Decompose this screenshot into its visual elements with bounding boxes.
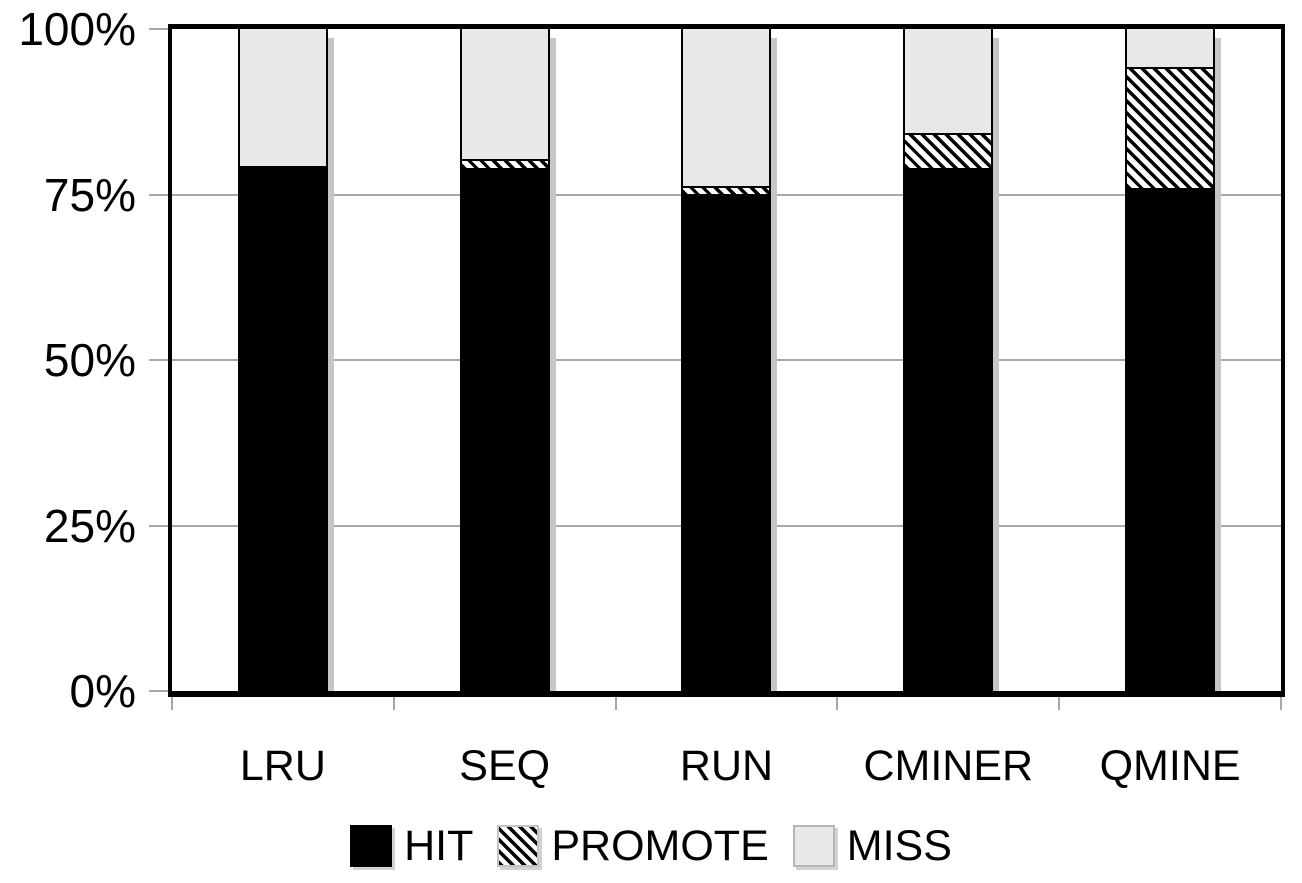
legend-item-miss: MISS [792, 821, 952, 871]
bar-segment-run-promote [683, 187, 770, 195]
x-axis-tick-4 [1058, 697, 1061, 710]
y-axis-tick-75 [149, 193, 168, 196]
y-axis-tick-50 [149, 359, 168, 361]
bar-slot-lru [172, 29, 394, 691]
x-axis-label-run: RUN [679, 742, 774, 790]
bar-segment-run-miss [683, 29, 770, 188]
x-axis-tick-0 [171, 697, 173, 710]
x-axis-tick-5 [1280, 697, 1282, 710]
legend-swatch-promote-icon [497, 825, 540, 867]
x-axis-tick-1 [392, 697, 395, 710]
y-axis-label-75: 75% [43, 168, 136, 221]
bar-segment-cminer-miss [905, 29, 992, 135]
bar-segment-seq-promote [461, 161, 548, 168]
bar-segment-qmine-hit [1127, 187, 1214, 691]
y-axis-label-0: 0% [69, 665, 136, 717]
bar-segment-seq-miss [461, 29, 548, 162]
bar-lru [237, 29, 328, 691]
bar-cminer [903, 29, 994, 691]
bar-segment-cminer-promote [905, 134, 992, 168]
legend-label-hit: HIT [404, 822, 474, 870]
bar-segment-seq-hit [461, 168, 548, 691]
y-axis-tick-25 [149, 524, 168, 527]
bar-slot-cminer [837, 29, 1059, 691]
plot-area [168, 24, 1285, 697]
x-axis-tick-2 [614, 697, 617, 710]
x-axis-label-cminer: CMINER [863, 742, 1034, 790]
bar-run [681, 29, 772, 691]
x-axis-label-seq: SEQ [459, 742, 551, 790]
legend-swatch-miss-icon [792, 825, 835, 867]
y-axis-label-100: 100% [18, 3, 136, 55]
bar-segment-cminer-hit [905, 168, 992, 691]
bar-segment-qmine-promote [1127, 68, 1214, 188]
legend-item-promote: PROMOTE [497, 821, 769, 871]
bar-seq [459, 29, 550, 691]
legend-label-promote: PROMOTE [551, 822, 769, 870]
bar-segment-lru-hit [239, 168, 326, 691]
y-axis-tick-0 [149, 690, 168, 692]
x-axis-label-lru: LRU [239, 742, 326, 790]
y-axis-label-25: 25% [43, 499, 136, 552]
legend-item-hit: HIT [350, 821, 473, 871]
legend: HIT PROMOTE MISS [0, 816, 1302, 876]
legend-label-miss: MISS [846, 822, 952, 870]
x-axis-label-qmine: QMINE [1099, 742, 1241, 790]
bar-slot-seq [394, 29, 616, 691]
bar-shadow-run [771, 38, 778, 691]
legend-swatch-hit-icon [350, 825, 393, 867]
bar-segment-lru-miss [239, 29, 326, 169]
bar-segment-qmine-miss [1127, 29, 1214, 69]
bar-slot-run [616, 29, 838, 691]
bar-qmine [1125, 29, 1216, 691]
y-axis-label-50: 50% [43, 334, 136, 386]
bar-shadow-cminer [993, 38, 1000, 691]
bar-shadow-seq [549, 38, 556, 691]
bar-slot-qmine [1059, 29, 1281, 691]
bar-shadow-qmine [1215, 38, 1222, 691]
y-axis-tick-100 [149, 28, 168, 30]
bar-segment-run-hit [683, 194, 770, 691]
bar-shadow-lru [327, 38, 334, 691]
x-axis-tick-3 [836, 697, 839, 710]
